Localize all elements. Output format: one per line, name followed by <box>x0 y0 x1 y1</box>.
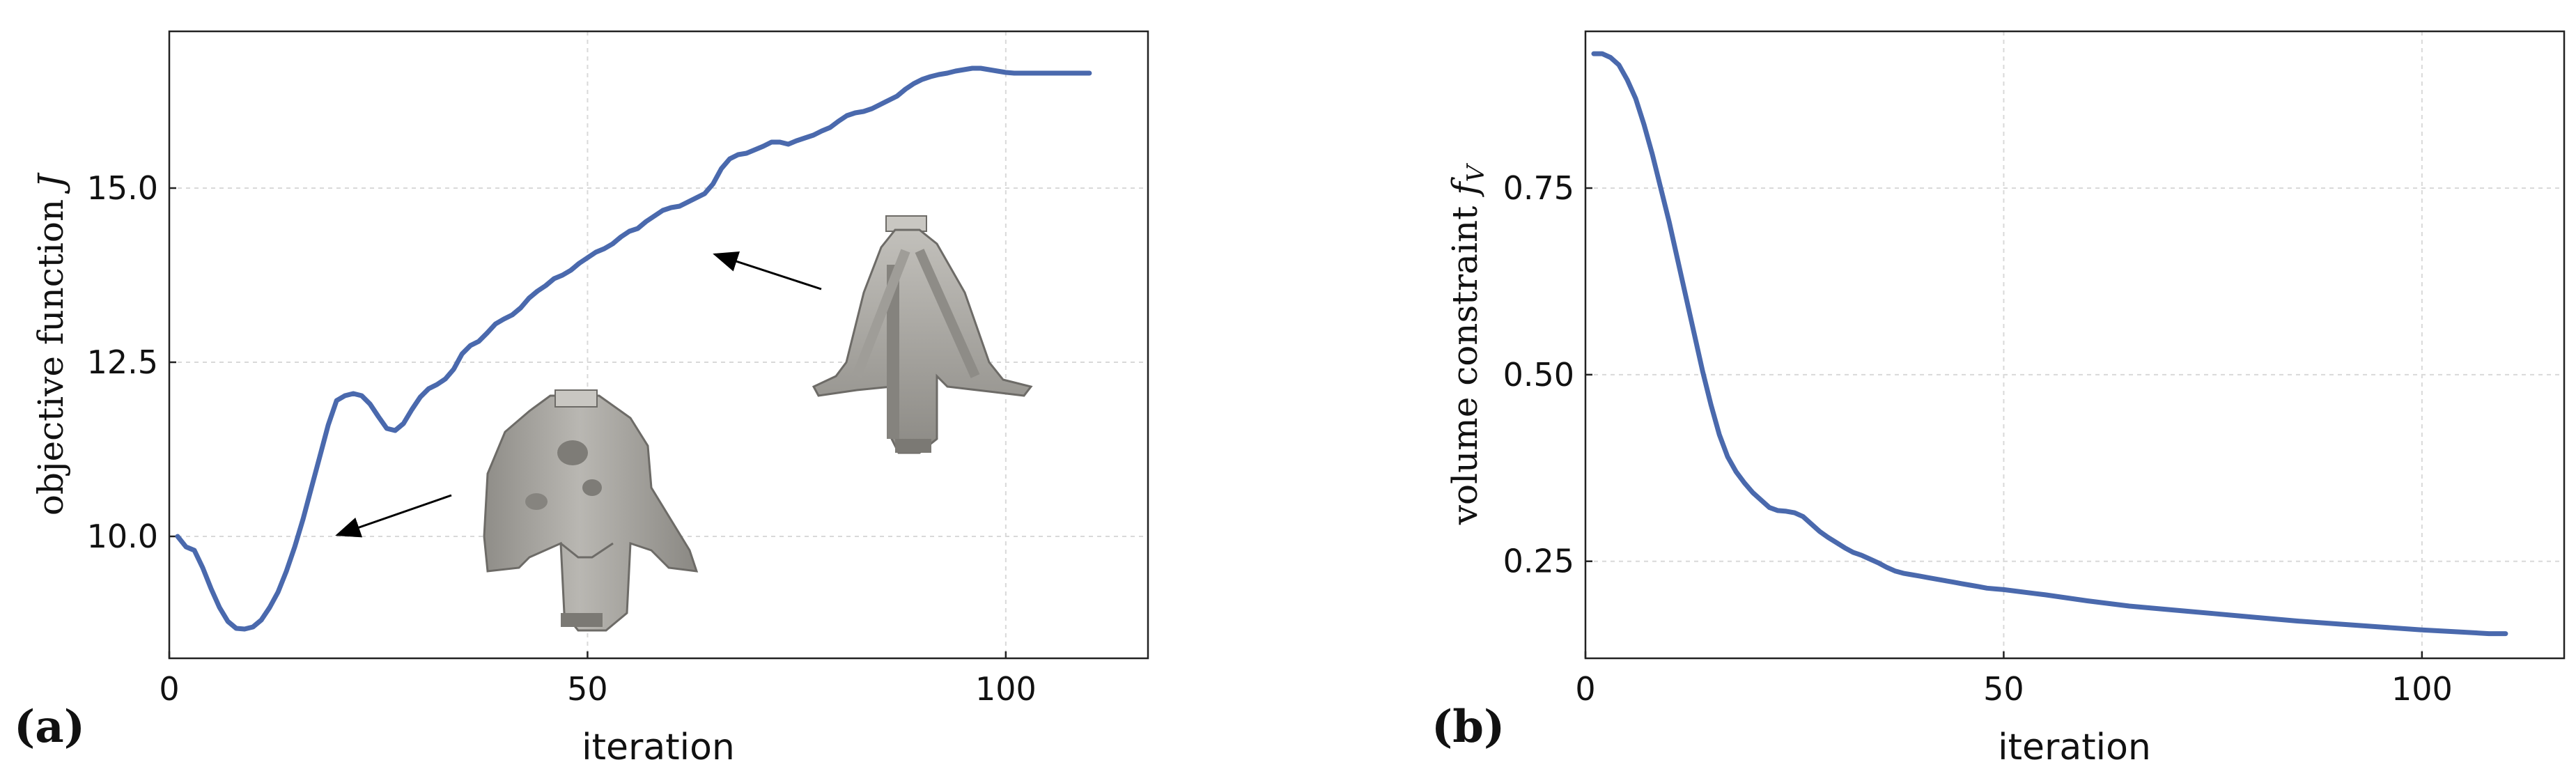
x-tick-label: 100 <box>2391 670 2453 708</box>
topology-shape-late-icon <box>812 215 1033 454</box>
panel-a-xlabel: iteration <box>582 727 735 768</box>
y-tick-label: 0.75 <box>1503 169 1574 207</box>
panel-a-series-line <box>175 65 1092 632</box>
panel-b-plot-frame <box>1584 30 2566 660</box>
x-tick-label: 50 <box>1983 670 2024 708</box>
y-tick-label: 12.5 <box>87 343 158 381</box>
panel-b-xlabel: iteration <box>1998 727 2151 768</box>
x-tick-label: 0 <box>159 670 179 708</box>
panel-b-ylabel: volume constraint fV <box>1445 162 1490 525</box>
panel-a-plot-frame <box>168 30 1149 660</box>
x-tick-label: 100 <box>975 670 1037 708</box>
panel-b-tag: (b) <box>1431 701 1505 753</box>
y-tick-label: 10.0 <box>87 518 158 555</box>
panel-a-tag: (a) <box>14 701 85 753</box>
panel-b-x-ticks: 0 50 100 <box>1575 651 2453 708</box>
panel-a-x-ticks: 0 50 100 <box>159 651 1037 708</box>
panel-b-y-ticks: 0.25 0.50 0.75 <box>1503 169 1592 580</box>
x-tick-label: 0 <box>1575 670 1595 708</box>
annotation-arrow-early <box>335 494 452 538</box>
y-tick-label: 15.0 <box>87 169 158 207</box>
annotation-arrow-late <box>713 251 822 290</box>
panel-b-ylabel-subscript: V <box>1462 162 1490 182</box>
panel-a: 0 50 100 10.0 12.5 15.0 iteration objective … <box>14 30 1149 768</box>
panel-a-ylabel: objective function J <box>31 172 71 515</box>
x-tick-label: 50 <box>567 670 608 708</box>
panel-b-grid <box>1585 31 2564 658</box>
panel-b-ylabel-text: volume constraint <box>1445 195 1485 525</box>
panel-a-grid <box>169 31 1148 658</box>
topology-shape-early-icon <box>483 389 699 632</box>
panel-a-ylabel-text: objective function <box>31 188 71 515</box>
panel-b-series-line <box>1591 51 2508 637</box>
y-tick-label: 0.50 <box>1503 356 1574 394</box>
y-tick-label: 0.25 <box>1503 543 1574 580</box>
panel-a-y-ticks: 10.0 12.5 15.0 <box>87 169 176 555</box>
panel-b: 0 50 100 0.25 0.50 0.75 iteration volume con… <box>1431 30 2566 768</box>
